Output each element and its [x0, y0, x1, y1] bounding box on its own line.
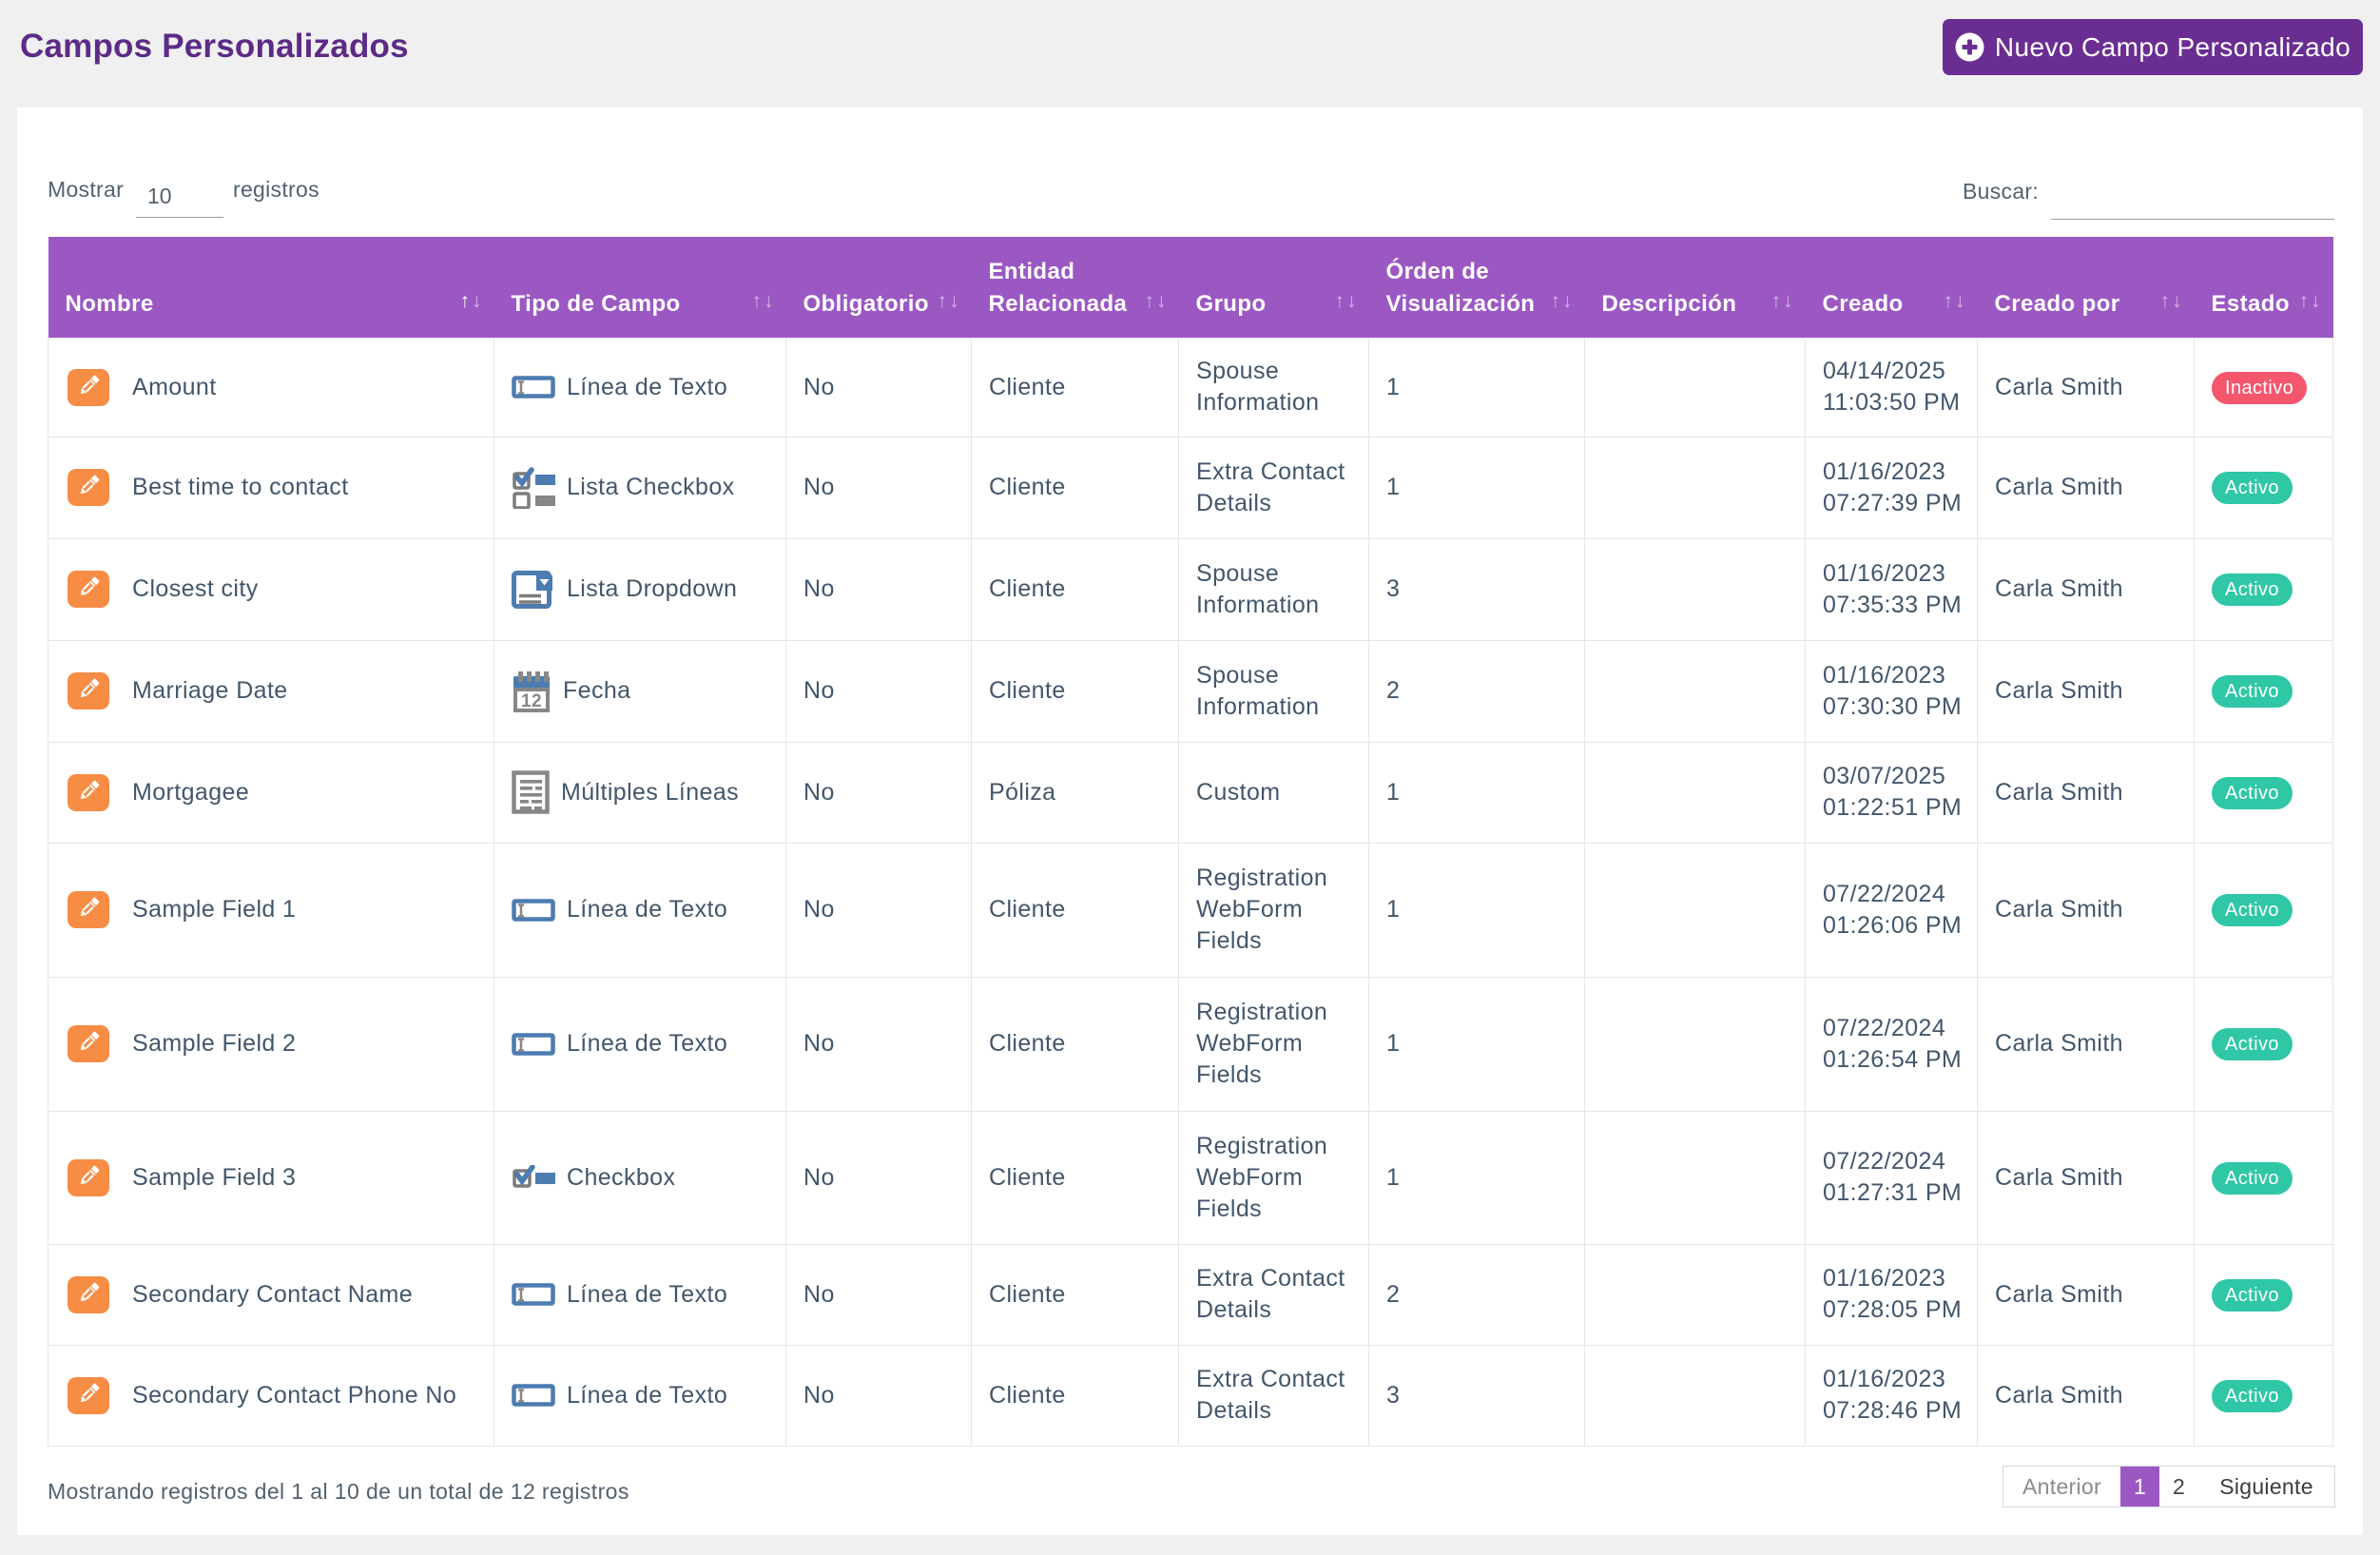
svg-text:12: 12	[521, 691, 542, 711]
